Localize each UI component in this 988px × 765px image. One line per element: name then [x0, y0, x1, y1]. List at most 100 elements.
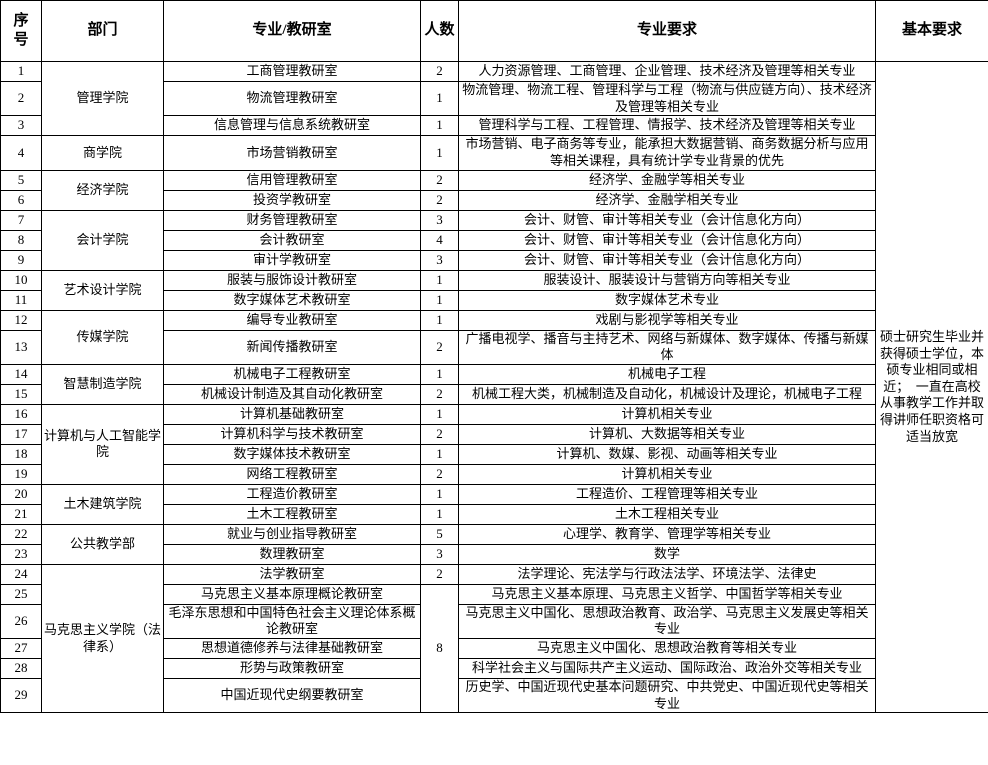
- row-number-cell: 24: [0, 563, 42, 585]
- table-row: 3 信息管理与信息系统教研室 1 管理科学与工程、工程管理、情报学、技术经济及管理等相…: [0, 115, 988, 137]
- office-cell: 投资学教研室: [163, 189, 421, 211]
- header-basic-requirement: 基本要求: [875, 0, 988, 62]
- office-cell: 服装与服饰设计教研室: [163, 269, 421, 291]
- count-cell: 1: [420, 115, 459, 137]
- row-number-cell: 21: [0, 503, 42, 525]
- row-number-cell: 18: [0, 443, 42, 465]
- department-cell: 经济学院: [41, 169, 164, 211]
- count-cell: 2: [420, 383, 459, 405]
- row-number-cell: 15: [0, 383, 42, 405]
- table-row: 19 网络工程教研室 2 计算机相关专业: [0, 463, 988, 485]
- requirement-cell: 马克思主义中国化、思想政治教育等相关专业: [458, 638, 876, 659]
- table-row: 26 毛泽东思想和中国特色社会主义理论体系概论教研室 马克思主义中国化、思想政治教育…: [0, 603, 988, 640]
- requirement-cell: 法学理论、宪法学与行政法法学、环境法学、法律史: [458, 563, 876, 585]
- department-cell: 公共教学部: [41, 523, 164, 565]
- requirement-cell: 人力资源管理、工商管理、企业管理、技术经济及管理等相关专业: [458, 61, 876, 82]
- row-number-cell: 1: [0, 61, 42, 82]
- requirement-cell: 市场营销、电子商务等专业，能承担大数据营销、商务数据分析与应用等相关课程，具有统…: [458, 135, 876, 171]
- count-cell: 8: [420, 583, 459, 714]
- table-row: 12 传媒学院 编导专业教研室 1 戏剧与影视学等相关专业: [0, 309, 988, 365]
- requirement-cell: 经济学、金融学相关专业: [458, 189, 876, 211]
- office-cell: 物流管理教研室: [163, 80, 421, 117]
- requirement-cell: 服装设计、服装设计与营销方向等相关专业: [458, 269, 876, 291]
- row-number-cell: 23: [0, 543, 42, 565]
- row-number-cell: 27: [0, 638, 42, 659]
- office-cell: 审计学教研室: [163, 249, 421, 271]
- row-number-cell: 14: [0, 363, 42, 385]
- requirement-cell: 数字媒体艺术专业: [458, 289, 876, 311]
- count-cell: 2: [420, 423, 459, 445]
- office-cell: 数字媒体技术教研室: [163, 443, 421, 465]
- office-cell: 数字媒体艺术教研室: [163, 289, 421, 311]
- row-number-cell: 6: [0, 189, 42, 211]
- table-row: 21 土木工程教研室 1 土木工程相关专业: [0, 503, 988, 525]
- department-cell: 智慧制造学院: [41, 363, 164, 405]
- requirement-cell: 计算机相关专业: [458, 403, 876, 425]
- count-cell: 2: [420, 563, 459, 585]
- row-number-cell: 11: [0, 289, 42, 311]
- office-cell: 工商管理教研室: [163, 61, 421, 82]
- department-cell: 商学院: [41, 135, 164, 171]
- row-number-cell: 2: [0, 80, 42, 117]
- count-cell: 1: [420, 309, 459, 331]
- count-cell: 1: [420, 135, 459, 171]
- table-row: 14 智慧制造学院 机械电子工程教研室 1 机械电子工程: [0, 363, 988, 405]
- table-row: 1 管理学院 工商管理教研室 2 人力资源管理、工商管理、企业管理、技术经济及管理等相关…: [0, 60, 988, 714]
- requirement-cell: 物流管理、物流工程、管理科学与工程（物流与供应链方向）、技术经济及管理等相关专业: [458, 80, 876, 117]
- office-cell: 就业与创业指导教研室: [163, 523, 421, 545]
- header-count: 人数: [420, 0, 459, 62]
- office-cell: 机械设计制造及其自动化教研室: [163, 383, 421, 405]
- table-row: 18 数字媒体技术教研室 1 计算机、数媒、影视、动画等相关专业: [0, 443, 988, 465]
- table-row: 22 公共教学部 就业与创业指导教研室 5 心理学、教育学、管理学等相关专业: [0, 523, 988, 565]
- table-row: 8 会计教研室 4 会计、财管、审计等相关专业（会计信息化方向）: [0, 229, 988, 251]
- office-cell: 法学教研室: [163, 563, 421, 585]
- table-row: 10 艺术设计学院 服装与服饰设计教研室 1 服装设计、服装设计与营销方向等相关专业: [0, 269, 988, 311]
- requirement-cell: 会计、财管、审计等相关专业（会计信息化方向）: [458, 209, 876, 231]
- count-cell: 1: [420, 80, 459, 117]
- requirement-cell: 科学社会主义与国际共产主义运动、国际政治、政治外交等相关专业: [458, 658, 876, 679]
- table-row: 13 新闻传播教研室 2 广播电视学、播音与主持艺术、网络与新媒体、数字媒体、传播与新…: [0, 329, 988, 365]
- row-number-cell: 10: [0, 269, 42, 291]
- row-number-cell: 4: [0, 135, 42, 171]
- office-cell: 毛泽东思想和中国特色社会主义理论体系概论教研室: [163, 603, 421, 640]
- row-number-cell: 7: [0, 209, 42, 231]
- office-cell: 思想道德修养与法律基础教研室: [163, 638, 421, 659]
- office-cell: 计算机基础教研室: [163, 403, 421, 425]
- department-cell: 马克思主义学院（法律系）: [41, 563, 164, 714]
- requirement-cell: 计算机、大数据等相关专业: [458, 423, 876, 445]
- requirement-cell: 历史学、中国近现代史基本问题研究、中共党史、中国近现代史等相关专业: [458, 677, 876, 714]
- office-cell: 信用管理教研室: [163, 169, 421, 191]
- requirement-cell: 戏剧与影视学等相关专业: [458, 309, 876, 331]
- row-number-cell: 8: [0, 229, 42, 251]
- count-cell: 2: [420, 189, 459, 211]
- row-number-cell: 17: [0, 423, 42, 445]
- requirement-cell: 土木工程相关专业: [458, 503, 876, 525]
- requirement-cell: 经济学、金融学等相关专业: [458, 169, 876, 191]
- row-number-cell: 9: [0, 249, 42, 271]
- count-cell: 1: [420, 443, 459, 465]
- requirement-cell: 马克思主义基本原理、马克思主义哲学、中国哲学等相关专业: [458, 583, 876, 605]
- office-cell: 机械电子工程教研室: [163, 363, 421, 385]
- requirement-cell: 马克思主义中国化、思想政治教育、政治学、马克思主义发展史等相关专业: [458, 603, 876, 640]
- table-row: 20 土木建筑学院 工程造价教研室 1 工程造价、工程管理等相关专业: [0, 483, 988, 525]
- row-number-cell: 20: [0, 483, 42, 505]
- table-row: 29 中国近现代史纲要教研室 历史学、中国近现代史基本问题研究、中共党史、中国近现代…: [0, 677, 988, 714]
- header-department: 部门: [41, 0, 164, 62]
- count-cell: 2: [420, 329, 459, 365]
- requirement-cell: 管理科学与工程、工程管理、情报学、技术经济及管理等相关专业: [458, 115, 876, 137]
- table-row: 16 计算机与人工智能学院 计算机基础教研室 1 计算机相关专业: [0, 403, 988, 485]
- row-number-cell: 13: [0, 329, 42, 365]
- table-row: 6 投资学教研室 2 经济学、金融学相关专业: [0, 189, 988, 211]
- table-body: 1 管理学院 工商管理教研室 2 人力资源管理、工商管理、企业管理、技术经济及管理等相关…: [0, 60, 988, 714]
- requirement-cell: 会计、财管、审计等相关专业（会计信息化方向）: [458, 229, 876, 251]
- department-cell: 传媒学院: [41, 309, 164, 365]
- office-cell: 中国近现代史纲要教研室: [163, 677, 421, 714]
- table-row: 4 商学院 市场营销教研室 1 市场营销、电子商务等专业，能承担大数据营销、商务数据分析…: [0, 135, 988, 171]
- office-cell: 信息管理与信息系统教研室: [163, 115, 421, 137]
- office-cell: 工程造价教研室: [163, 483, 421, 505]
- row-number-cell: 26: [0, 603, 42, 640]
- table-row: 17 计算机科学与技术教研室 2 计算机、大数据等相关专业: [0, 423, 988, 445]
- header-major-office: 专业/教研室: [163, 0, 421, 62]
- header-row: 序 号 部门 专业/教研室 人数 专业要求 基本要求: [0, 0, 988, 62]
- count-cell: 2: [420, 463, 459, 485]
